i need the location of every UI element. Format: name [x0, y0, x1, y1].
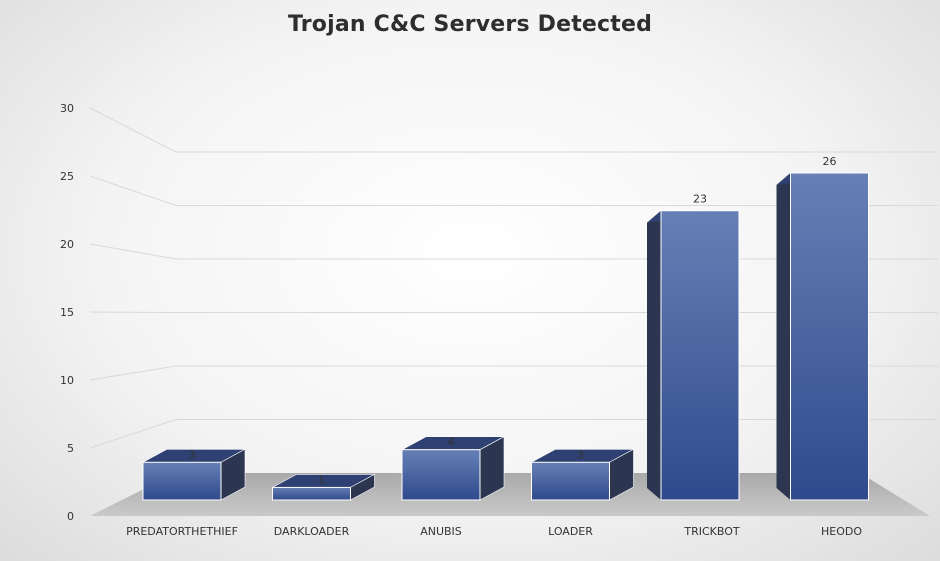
x-tick-label: PREDATORTHETHIEF: [126, 525, 238, 538]
bar-front: [142, 461, 222, 501]
x-tick-label: HEODO: [821, 525, 862, 538]
y-axis: 0 5 10 15 20 25 30: [60, 102, 74, 523]
y-tick-label: 25: [60, 170, 74, 183]
bar-front: [660, 210, 740, 501]
bar-side: [776, 173, 791, 500]
bar-side: [647, 210, 661, 500]
x-tick-label: LOADER: [548, 525, 593, 538]
bar-front: [531, 461, 610, 501]
bar-front: [401, 449, 481, 501]
data-label: 3: [577, 448, 584, 461]
bars: 3 1 4 3 23 26: [142, 155, 869, 501]
bar: 3: [142, 448, 246, 501]
data-label: 23: [693, 193, 707, 206]
y-tick-label: 10: [60, 374, 74, 387]
x-axis: PREDATORTHETHIEF DARKLOADER ANUBIS LOADER TR…: [126, 525, 862, 538]
x-tick-label: DARKLOADER: [274, 525, 350, 538]
bar: 4: [401, 436, 505, 501]
y-tick-label: 0: [67, 510, 74, 523]
data-label: 26: [823, 155, 837, 168]
x-tick-label: TRICKBOT: [683, 525, 740, 538]
data-label: 4: [448, 436, 455, 449]
chart-title: Trojan C&C Servers Detected: [287, 12, 653, 37]
y-tick-label: 20: [60, 238, 74, 251]
bar: 23: [647, 193, 740, 501]
gridline: [89, 107, 938, 153]
bar-front: [790, 172, 869, 501]
gridline: [89, 175, 938, 206]
x-tick-label: ANUBIS: [420, 525, 462, 538]
bar: 26: [776, 155, 869, 501]
bar: 1: [272, 473, 375, 501]
gridlines: [89, 107, 938, 449]
data-label: 1: [318, 473, 325, 486]
y-tick-label: 5: [67, 442, 74, 455]
bar: 3: [531, 448, 634, 501]
data-label: 3: [189, 448, 196, 461]
y-tick-label: 15: [60, 306, 74, 319]
y-tick-label: 30: [60, 102, 74, 115]
bar-front: [272, 486, 351, 501]
